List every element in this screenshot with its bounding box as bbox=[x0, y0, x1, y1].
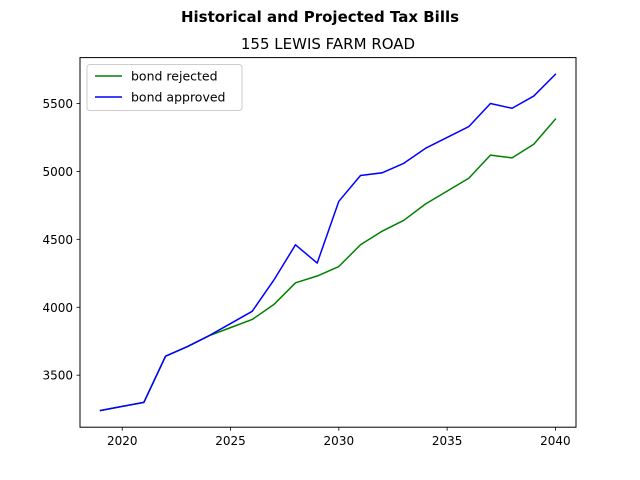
x-tick-label: 2040 bbox=[540, 434, 571, 448]
chart-title: 155 LEWIS FARM ROAD bbox=[241, 35, 415, 53]
y-tick-label: 5500 bbox=[42, 97, 73, 111]
legend-frame bbox=[86, 64, 243, 111]
legend-label-bond-rejected: bond rejected bbox=[131, 69, 218, 84]
x-tick-label: 2035 bbox=[432, 434, 463, 448]
legend: bond rejected bond approved bbox=[86, 64, 243, 111]
series-layer bbox=[99, 73, 557, 412]
x-tick-label: 2030 bbox=[324, 434, 355, 448]
plot-area-frame bbox=[79, 57, 577, 428]
legend-label-bond-approved: bond approved bbox=[131, 90, 225, 105]
x-tick-label: 2025 bbox=[215, 434, 246, 448]
series-line-bond-rejected bbox=[99, 118, 557, 412]
y-axis: 3500 4000 4500 5000 5500 bbox=[42, 97, 80, 383]
series-line-bond-approved bbox=[99, 73, 557, 412]
x-axis: 2020 2025 2030 2035 2040 bbox=[107, 427, 571, 448]
y-tick-label: 3500 bbox=[42, 369, 73, 383]
y-tick-label: 4000 bbox=[42, 301, 73, 315]
chart-suptitle: Historical and Projected Tax Bills bbox=[181, 8, 459, 26]
y-tick-label: 4500 bbox=[42, 233, 73, 247]
y-tick-label: 5000 bbox=[42, 165, 73, 179]
x-tick-label: 2020 bbox=[107, 434, 138, 448]
